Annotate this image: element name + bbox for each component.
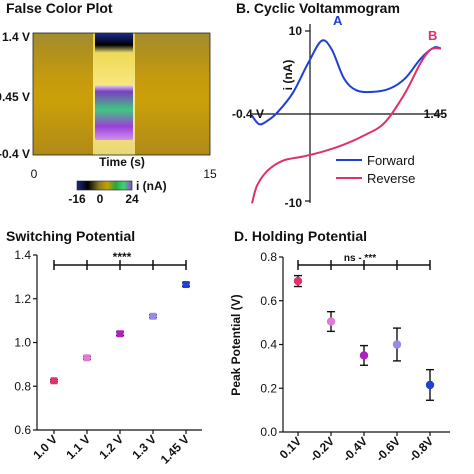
panel-c: Switching Potential 1.4 1.2 1.0 0.8 0.61.0 V…	[6, 228, 202, 467]
holding-point	[359, 351, 369, 360]
panel-a: False Color Plot 1.4 V 0.45 V -0.4 V 0 1…	[0, 0, 217, 206]
heatmap-frame	[32, 32, 211, 156]
cv-ytick-top: 10	[289, 24, 303, 38]
colorbar-tick-zero: 0	[97, 192, 104, 206]
holding-xtick-label: -0.6V	[373, 434, 403, 464]
holding-sig-label: ns - ***	[344, 253, 376, 264]
switching-point	[182, 281, 190, 289]
cv-reverse-line	[251, 47, 442, 204]
holding-ylabel: Peak Potential (V)	[229, 294, 243, 395]
switching-ytick-label: 1.4	[14, 248, 31, 262]
heatmap-xtick-15: 15	[203, 167, 217, 181]
holding-xtick-label: -0.2V	[307, 434, 337, 464]
holding-ytick-label: 0.8	[260, 250, 277, 264]
holding-ytick-label: 0.2	[260, 381, 277, 395]
panel-b: B. Cyclic Voltammogram 10 -10 -0.4 V 1.4…	[232, 0, 447, 210]
holding-xtick-label: -0.4V	[340, 434, 370, 464]
holding-xtick-label: 0.1V	[277, 434, 304, 461]
switching-sig-label: ****	[113, 250, 132, 264]
cv-ytick-bottom: -10	[285, 196, 303, 210]
cv-ylabel: i (nA)	[281, 60, 295, 91]
holding-axes: 0.8 0.6 0.4 0.2 0.00.1V -0.2V -0.4V -0.6V -0.8V n…	[260, 250, 450, 464]
cv-xtick-right: 1.45	[424, 107, 448, 121]
heatmap-ytick-mid: 0.45 V	[0, 90, 30, 104]
switching-points	[50, 281, 190, 385]
cv-peak-a-label: A	[333, 13, 343, 28]
switching-ytick-label: 1.2	[14, 292, 31, 306]
colorbar-tick-min: -16	[68, 192, 86, 206]
holding-point	[392, 340, 402, 349]
switching-xtick-label: 1.0 V	[30, 432, 60, 462]
holding-ytick-label: 0.6	[260, 294, 277, 308]
switching-xtick-label: 1.45 V	[158, 432, 192, 466]
panel-b-title: B. Cyclic Voltammogram	[236, 0, 400, 16]
legend-forward-label: Forward	[367, 153, 415, 168]
colorbar-tick-max: 24	[125, 192, 139, 206]
colorbar-gradient	[76, 180, 133, 191]
legend-reverse-label: Reverse	[367, 171, 415, 186]
switching-xtick-label: 1.1 V	[63, 432, 93, 462]
panel-a-title: False Color Plot	[6, 0, 113, 16]
holding-ytick-label: 0.0	[260, 425, 277, 439]
cv-xtick-left: -0.4 V	[232, 107, 264, 121]
colorbar-label: i (nA)	[136, 179, 167, 193]
heatmap-ytick-top: 1.4 V	[2, 30, 30, 44]
switching-xtick-label: 1.2 V	[96, 432, 126, 462]
heatmap-top-dark-region	[95, 33, 133, 53]
holding-ytick-label: 0.4	[260, 338, 277, 352]
heatmap-ytick-bottom: -0.4 V	[0, 147, 30, 161]
switching-ytick-label: 0.6	[14, 423, 31, 437]
switching-xtick-label: 1.3 V	[129, 432, 159, 462]
panel-d-title: D. Holding Potential	[234, 228, 367, 244]
switching-point	[50, 377, 58, 385]
switching-point	[83, 354, 91, 362]
holding-point	[293, 276, 303, 286]
switching-point	[149, 312, 157, 320]
cv-legend: Forward Reverse	[336, 153, 415, 186]
holding-point	[326, 317, 336, 326]
holding-xtick-label: -0.8V	[406, 434, 436, 464]
holding-point	[425, 380, 435, 390]
panel-c-title: Switching Potential	[6, 228, 135, 244]
colorbar: i (nA) -16 0 24	[68, 179, 166, 206]
heatmap-xlabel: Time (s)	[99, 155, 145, 169]
switching-point	[116, 330, 124, 338]
holding-points	[293, 274, 435, 401]
switching-ytick-label: 0.8	[14, 379, 31, 393]
switching-axes: 1.4 1.2 1.0 0.8 0.61.0 V 1.1 V 1.2 V 1.3 V1.45 …	[14, 248, 202, 467]
heatmap-oxidation-region	[95, 85, 133, 140]
heatmap	[32, 32, 211, 156]
cv-peak-b-label: B	[428, 28, 437, 43]
switching-ytick-label: 1.0	[14, 336, 31, 350]
panel-d: D. Holding Potential Peak Potential (V) …	[229, 228, 450, 464]
cv-forward-line	[251, 39, 442, 126]
heatmap-xtick-0: 0	[31, 167, 38, 181]
